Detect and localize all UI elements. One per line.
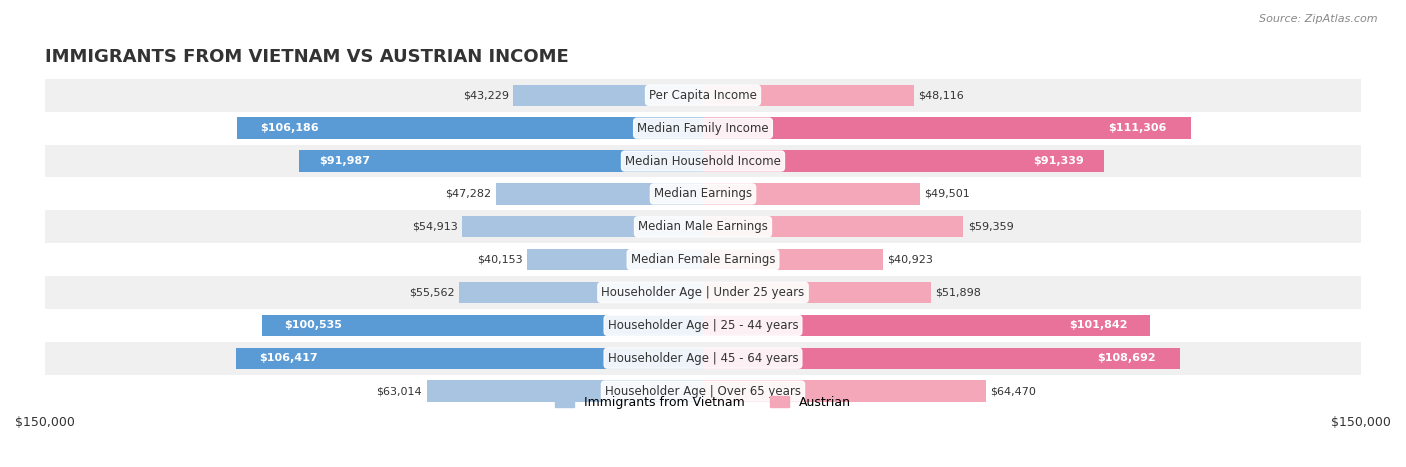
Bar: [703, 249, 883, 270]
Text: Source: ZipAtlas.com: Source: ZipAtlas.com: [1260, 14, 1378, 24]
Bar: [703, 347, 1180, 369]
Bar: [236, 347, 703, 369]
Text: $63,014: $63,014: [377, 386, 422, 396]
Text: $54,913: $54,913: [412, 222, 458, 232]
Bar: [703, 183, 920, 205]
Text: Householder Age | 25 - 44 years: Householder Age | 25 - 44 years: [607, 319, 799, 332]
Bar: [45, 276, 1361, 309]
Bar: [460, 282, 703, 303]
Text: Median Male Earnings: Median Male Earnings: [638, 220, 768, 233]
Text: $100,535: $100,535: [284, 320, 342, 330]
Bar: [703, 381, 986, 402]
Legend: Immigrants from Vietnam, Austrian: Immigrants from Vietnam, Austrian: [550, 391, 856, 414]
Text: $40,923: $40,923: [887, 255, 932, 265]
Text: $91,987: $91,987: [319, 156, 371, 166]
Text: Median Household Income: Median Household Income: [626, 155, 780, 168]
Bar: [45, 112, 1361, 145]
Bar: [703, 118, 1191, 139]
Text: Median Family Income: Median Family Income: [637, 122, 769, 134]
Text: $55,562: $55,562: [409, 288, 456, 297]
Text: $49,501: $49,501: [925, 189, 970, 199]
Text: Median Female Earnings: Median Female Earnings: [631, 253, 775, 266]
Text: IMMIGRANTS FROM VIETNAM VS AUSTRIAN INCOME: IMMIGRANTS FROM VIETNAM VS AUSTRIAN INCO…: [45, 48, 568, 66]
Text: $101,842: $101,842: [1069, 320, 1128, 330]
Bar: [45, 145, 1361, 177]
Bar: [262, 315, 703, 336]
Bar: [703, 85, 914, 106]
Bar: [238, 118, 703, 139]
Bar: [45, 79, 1361, 112]
Text: Householder Age | Over 65 years: Householder Age | Over 65 years: [605, 384, 801, 397]
Text: $106,417: $106,417: [260, 353, 318, 363]
Bar: [463, 216, 703, 237]
Bar: [513, 85, 703, 106]
Bar: [45, 375, 1361, 408]
Text: Per Capita Income: Per Capita Income: [650, 89, 756, 102]
Bar: [703, 150, 1104, 172]
Bar: [703, 216, 963, 237]
Bar: [45, 177, 1361, 210]
Bar: [45, 210, 1361, 243]
Text: Median Earnings: Median Earnings: [654, 187, 752, 200]
Bar: [495, 183, 703, 205]
Bar: [426, 381, 703, 402]
Text: $91,339: $91,339: [1033, 156, 1084, 166]
Text: $64,470: $64,470: [990, 386, 1036, 396]
Bar: [703, 282, 931, 303]
Bar: [299, 150, 703, 172]
Text: Householder Age | Under 25 years: Householder Age | Under 25 years: [602, 286, 804, 299]
Text: $47,282: $47,282: [446, 189, 491, 199]
Text: $40,153: $40,153: [477, 255, 523, 265]
Bar: [45, 243, 1361, 276]
Bar: [703, 315, 1150, 336]
Text: $51,898: $51,898: [935, 288, 981, 297]
Text: $59,359: $59,359: [967, 222, 1014, 232]
Text: $43,229: $43,229: [463, 90, 509, 100]
Bar: [45, 309, 1361, 342]
Bar: [527, 249, 703, 270]
Text: $111,306: $111,306: [1108, 123, 1167, 133]
Text: $106,186: $106,186: [260, 123, 319, 133]
Text: $108,692: $108,692: [1097, 353, 1156, 363]
Text: $48,116: $48,116: [918, 90, 965, 100]
Bar: [45, 342, 1361, 375]
Text: Householder Age | 45 - 64 years: Householder Age | 45 - 64 years: [607, 352, 799, 365]
